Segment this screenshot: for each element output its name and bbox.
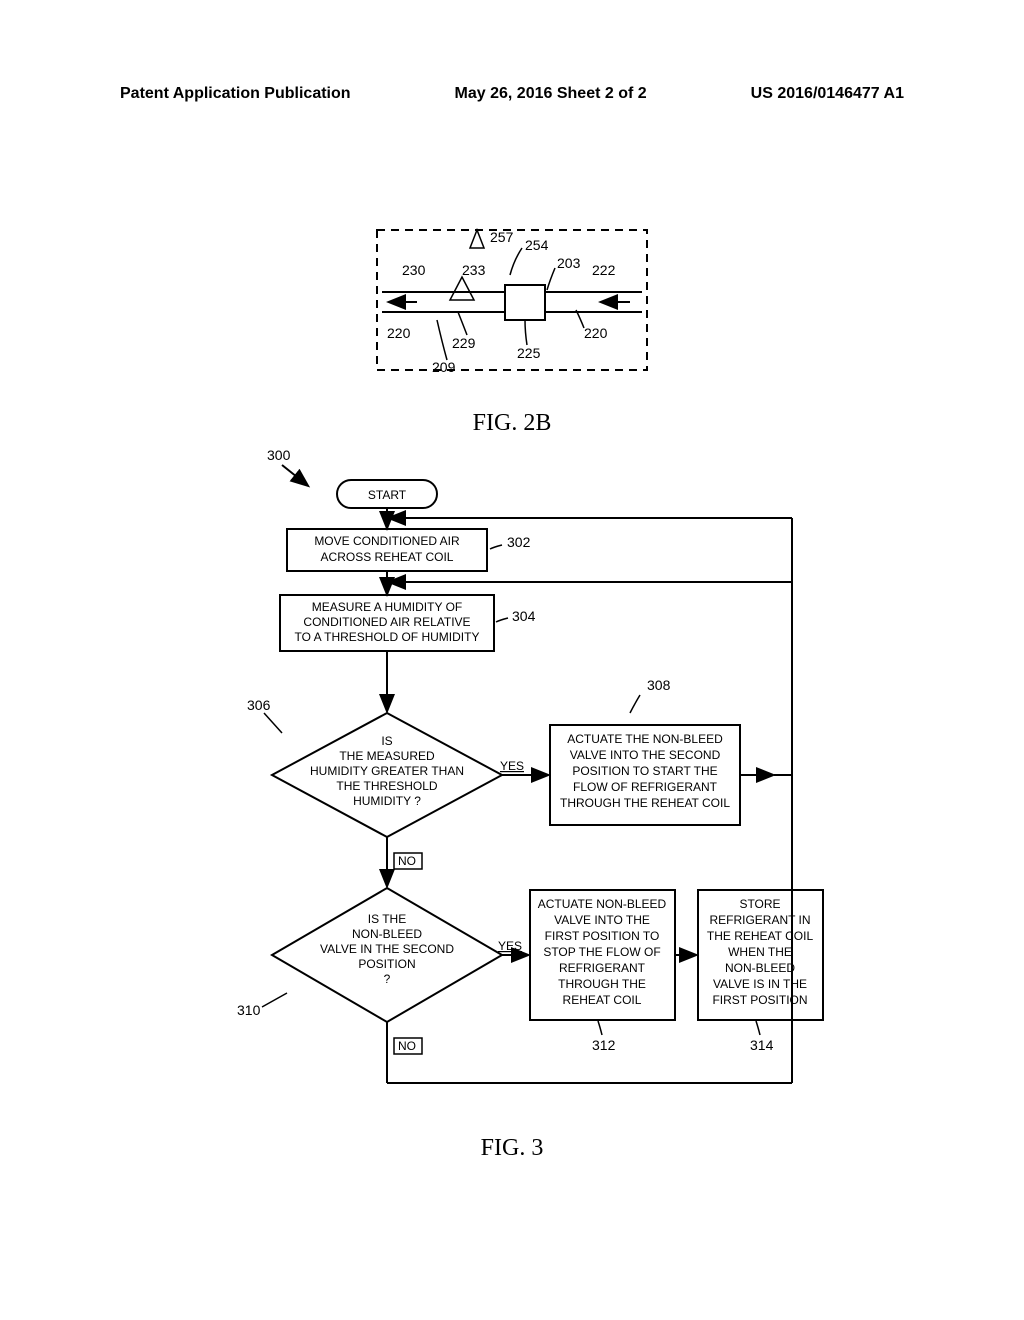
- dec310-l3: VALVE IN THE SECOND: [320, 942, 454, 956]
- box304-l3: TO A THRESHOLD OF HUMIDITY: [295, 630, 480, 644]
- ref-310: 310: [237, 1002, 261, 1018]
- box314-l4: WHEN THE: [728, 945, 792, 959]
- box314-l2: REFRIGERANT IN: [709, 913, 810, 927]
- fig3-label: FIG. 3: [212, 1135, 812, 1162]
- box312-l3: FIRST POSITION TO: [545, 929, 660, 943]
- box308-l4: FLOW OF REFRIGERANT: [573, 780, 718, 794]
- ref-312: 312: [592, 1037, 616, 1053]
- dec306-l1: IS: [381, 734, 392, 748]
- no-306: NO: [398, 854, 416, 868]
- ref-222: 222: [592, 262, 616, 278]
- ref-220l: 220: [387, 325, 411, 341]
- box308-l3: POSITION TO START THE: [572, 764, 717, 778]
- box308-l2: VALVE INTO THE SECOND: [570, 748, 721, 762]
- fig2b-label: FIG. 2B: [362, 410, 662, 437]
- start-label: START: [368, 488, 407, 502]
- box304-l1: MEASURE A HUMIDITY OF: [312, 600, 462, 614]
- ref-220r: 220: [584, 325, 608, 341]
- box302-l1: MOVE CONDITIONED AIR: [314, 534, 460, 548]
- dec310-l4: POSITION: [358, 957, 415, 971]
- dec310-l2: NON-BLEED: [352, 927, 422, 941]
- box312-l7: REHEAT COIL: [563, 993, 642, 1007]
- fig3-svg: 300 START MOVE CONDITIONED AIR ACROSS RE…: [212, 445, 832, 1125]
- box314-l7: FIRST POSITION: [712, 993, 807, 1007]
- header-left: Patent Application Publication: [120, 85, 351, 103]
- ref-209: 209: [432, 359, 456, 375]
- dec306-l3: HUMIDITY GREATER THAN: [310, 764, 464, 778]
- box314-l6: VALVE IS IN THE: [713, 977, 807, 991]
- ref-306: 306: [247, 697, 271, 713]
- ref-308: 308: [647, 677, 671, 693]
- box312-l5: REFRIGERANT: [559, 961, 646, 975]
- ref-233: 233: [462, 262, 486, 278]
- yes-310: YES: [498, 939, 522, 953]
- box312-l2: VALVE INTO THE: [554, 913, 650, 927]
- ref-229: 229: [452, 335, 476, 351]
- header-right: US 2016/0146477 A1: [751, 85, 904, 103]
- box312-l1: ACTUATE NON-BLEED: [538, 897, 667, 911]
- box312-l4: STOP THE FLOW OF: [543, 945, 660, 959]
- dec306-l5: HUMIDITY ?: [353, 794, 421, 808]
- ref-300: 300: [267, 447, 291, 463]
- box314-l1: STORE: [739, 897, 780, 911]
- yes-306: YES: [500, 759, 524, 773]
- box314-l3: THE REHEAT COIL: [707, 929, 814, 943]
- ref-302: 302: [507, 534, 531, 550]
- ref-257: 257: [490, 229, 514, 245]
- figure-3: 300 START MOVE CONDITIONED AIR ACROSS RE…: [212, 445, 812, 1165]
- box308-l1: ACTUATE THE NON-BLEED: [567, 732, 723, 746]
- box308-l5: THROUGH THE REHEAT COIL: [560, 796, 730, 810]
- ref-314: 314: [750, 1037, 774, 1053]
- box312-l6: THROUGH THE: [558, 977, 646, 991]
- ref-254: 254: [525, 237, 549, 253]
- box304-l2: CONDITIONED AIR RELATIVE: [303, 615, 470, 629]
- dec310-l5: ?: [384, 972, 391, 986]
- patent-header: Patent Application Publication May 26, 2…: [0, 85, 1024, 103]
- dec306-l4: THE THRESHOLD: [336, 779, 437, 793]
- box302-l2: ACROSS REHEAT COIL: [321, 550, 454, 564]
- dec310-l1: IS THE: [368, 912, 406, 926]
- box314-l5: NON-BLEED: [725, 961, 795, 975]
- ref-304: 304: [512, 608, 536, 624]
- no-310: NO: [398, 1039, 416, 1053]
- ref-225: 225: [517, 345, 541, 361]
- fig2b-svg: 257 254 230 233 203 222 220 229 225 220: [362, 220, 662, 400]
- figure-2b: 257 254 230 233 203 222 220 229 225 220: [362, 220, 662, 380]
- ref-230: 230: [402, 262, 426, 278]
- header-center: May 26, 2016 Sheet 2 of 2: [455, 85, 647, 103]
- ref-203: 203: [557, 255, 581, 271]
- dec306-l2: THE MEASURED: [339, 749, 435, 763]
